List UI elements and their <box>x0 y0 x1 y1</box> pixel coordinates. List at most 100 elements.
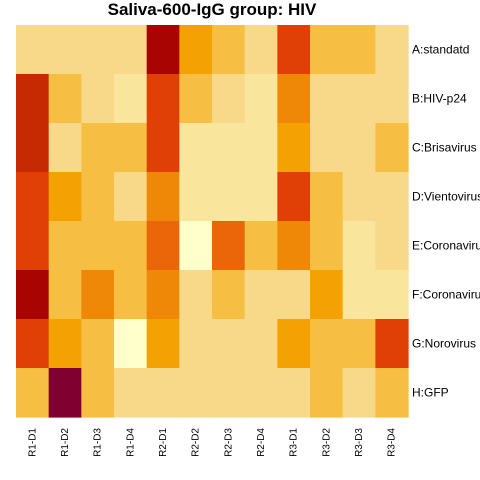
heatmap-cell-F-R1-D1 <box>16 270 50 320</box>
heatmap-cell-E-R1-D4 <box>114 221 148 271</box>
heatmap-cell-B-R3-D2 <box>310 74 344 124</box>
heatmap-cell-E-R2-D4 <box>244 221 278 271</box>
heatmap-cell-F-R2-D3 <box>212 270 246 320</box>
heatmap-cell-E-R2-D3 <box>212 221 246 271</box>
row-label: D:Vientovirus <box>412 190 480 204</box>
column-labels: R1-D1 R1-D2 R1-D3 R1-D4 R2-D1 R2-D2 R2-D3 R2-D4… <box>27 428 397 457</box>
heatmap-cell-B-R1-D3 <box>81 74 115 124</box>
heatmap-cell-G-R2-D2 <box>179 319 213 369</box>
heatmap-cell-F-R2-D2 <box>179 270 213 320</box>
heatmap-cell-B-R2-D1 <box>146 74 180 124</box>
row-label: B:HIV-p24 <box>412 92 467 106</box>
row-label: C:Brisavirus <box>412 141 477 155</box>
heatmap-cell-E-R1-D1 <box>16 221 50 271</box>
heatmap-cell-B-R1-D1 <box>16 74 50 124</box>
heatmap-cell-C-R3-D2 <box>310 123 344 173</box>
heatmap-cell-C-R2-D4 <box>244 123 278 173</box>
heatmap-cell-G-R3-D2 <box>310 319 344 369</box>
column-label: R3-D2 <box>321 428 332 457</box>
heatmap-cell-C-R1-D1 <box>16 123 50 173</box>
heatmap-cell-B-R3-D4 <box>375 74 409 124</box>
heatmap-cell-C-R2-D1 <box>146 123 180 173</box>
column-label: R1-D1 <box>27 428 38 457</box>
heatmap-cell-G-R1-D2 <box>48 319 82 369</box>
column-label: R2-D1 <box>158 428 169 457</box>
heatmap-cell-F-R1-D4 <box>114 270 148 320</box>
heatmap-cell-A-R1-D1 <box>16 25 50 75</box>
heatmap-cell-F-R1-D3 <box>81 270 115 320</box>
column-label: R3-D3 <box>354 428 365 457</box>
heatmap-cell-F-R3-D4 <box>375 270 409 320</box>
heatmap-cell-H-R3-D4 <box>375 368 409 418</box>
column-label: R3-D1 <box>289 428 300 457</box>
heatmap-cell-D-R3-D3 <box>342 172 376 222</box>
heatmap-cell-D-R2-D2 <box>179 172 213 222</box>
heatmap-cell-F-R3-D2 <box>310 270 344 320</box>
heatmap-cell-D-R2-D3 <box>212 172 246 222</box>
heatmap-cell-A-R2-D2 <box>179 25 213 75</box>
heatmap-cell-B-R2-D3 <box>212 74 246 124</box>
heatmap-cell-D-R1-D2 <box>48 172 82 222</box>
heatmap-cell-C-R3-D3 <box>342 123 376 173</box>
heatmap-cell-H-R3-D2 <box>310 368 344 418</box>
heatmap-cell-G-R2-D4 <box>244 319 278 369</box>
heatmap-cell-C-R2-D2 <box>179 123 213 173</box>
heatmap-cell-A-R3-D1 <box>277 25 311 75</box>
heatmap-cell-E-R3-D4 <box>375 221 409 271</box>
heatmap-cell-A-R3-D3 <box>342 25 376 75</box>
heatmap-cell-G-R3-D4 <box>375 319 409 369</box>
heatmap-cell-B-R1-D4 <box>114 74 148 124</box>
row-label: A:standatd <box>412 43 469 57</box>
row-label: G:Norovirus <box>412 337 476 351</box>
heatmap-cell-E-R2-D2 <box>179 221 213 271</box>
heatmap-cell-H-R1-D1 <box>16 368 50 418</box>
heatmap-cell-C-R1-D2 <box>48 123 82 173</box>
row-label: F:Coronavirus <box>412 288 480 302</box>
heatmap-cell-G-R1-D4 <box>114 319 148 369</box>
heatmap-cell-H-R2-D2 <box>179 368 213 418</box>
heatmap-cell-E-R2-D1 <box>146 221 180 271</box>
heatmap-cell-C-R3-D1 <box>277 123 311 173</box>
heatmap-cell-E-R3-D3 <box>342 221 376 271</box>
heatmap-cell-E-R3-D2 <box>310 221 344 271</box>
row-label: E:Coronavirus <box>412 239 480 253</box>
heatmap-cell-H-R3-D1 <box>277 368 311 418</box>
heatmap-cell-D-R1-D1 <box>16 172 50 222</box>
heatmap-cell-F-R2-D4 <box>244 270 278 320</box>
heatmap-cell-E-R3-D1 <box>277 221 311 271</box>
heatmap-cell-F-R3-D3 <box>342 270 376 320</box>
heatmap-cell-G-R1-D1 <box>16 319 50 369</box>
heatmap-cell-H-R3-D3 <box>342 368 376 418</box>
column-label: R2-D3 <box>223 428 234 457</box>
heatmap-cell-A-R2-D1 <box>146 25 180 75</box>
heatmap-cell-B-R3-D3 <box>342 74 376 124</box>
heatmap-cell-C-R3-D4 <box>375 123 409 173</box>
heatmap-cell-B-R2-D4 <box>244 74 278 124</box>
heatmap-cell-H-R2-D3 <box>212 368 246 418</box>
heatmap-cell-B-R3-D1 <box>277 74 311 124</box>
column-label: R2-D4 <box>256 428 267 457</box>
heatmap-cell-G-R1-D3 <box>81 319 115 369</box>
row-label: H:GFP <box>412 386 449 400</box>
heatmap-cell-G-R2-D1 <box>146 319 180 369</box>
heatmap-cell-H-R1-D4 <box>114 368 148 418</box>
heatmap-cell-H-R2-D1 <box>146 368 180 418</box>
heatmap-cell-H-R2-D4 <box>244 368 278 418</box>
column-label: R3-D4 <box>387 428 398 457</box>
heatmap-cells <box>16 25 409 418</box>
heatmap-cell-F-R1-D2 <box>48 270 82 320</box>
heatmap-cell-H-R1-D2 <box>48 368 82 418</box>
heatmap-cell-B-R1-D2 <box>48 74 82 124</box>
heatmap-cell-D-R3-D4 <box>375 172 409 222</box>
heatmap-cell-A-R2-D4 <box>244 25 278 75</box>
column-label: R2-D2 <box>191 428 202 457</box>
heatmap-cell-F-R2-D1 <box>146 270 180 320</box>
chart-title: Saliva-600-IgG group: HIV <box>108 0 317 19</box>
heatmap-cell-G-R2-D3 <box>212 319 246 369</box>
heatmap-cell-H-R1-D3 <box>81 368 115 418</box>
heatmap-cell-G-R3-D1 <box>277 319 311 369</box>
heatmap-cell-A-R1-D2 <box>48 25 82 75</box>
heatmap-cell-G-R3-D3 <box>342 319 376 369</box>
heatmap-cell-D-R1-D3 <box>81 172 115 222</box>
